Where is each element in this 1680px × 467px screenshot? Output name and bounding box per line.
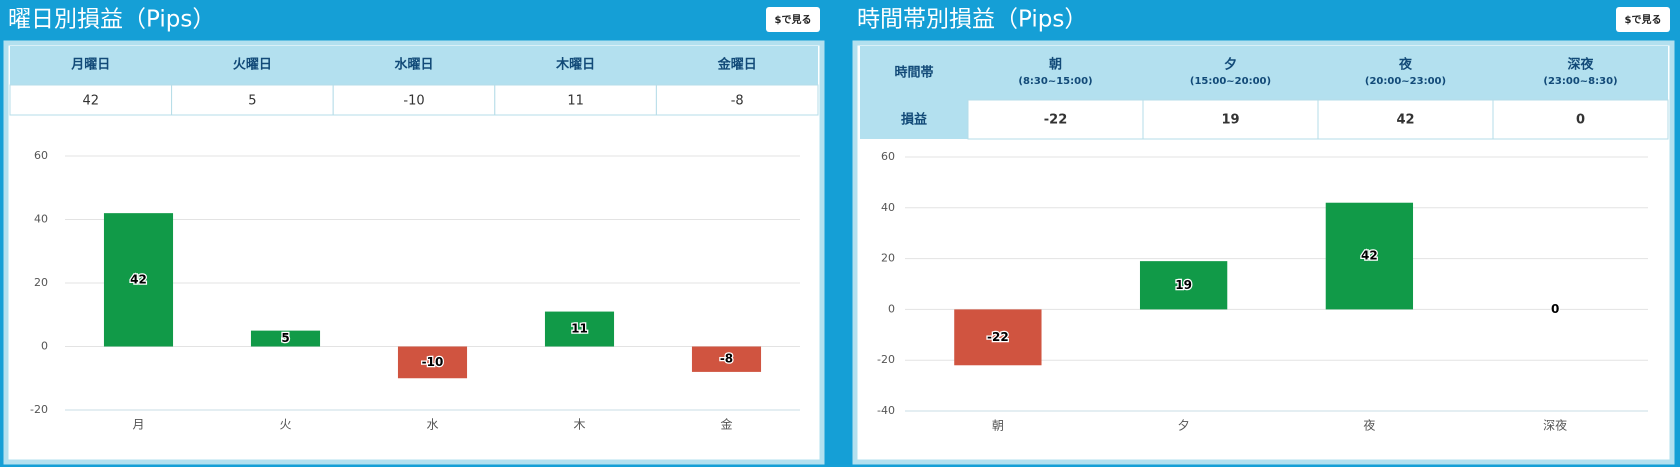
bar — [1139, 261, 1228, 310]
bar — [397, 346, 468, 379]
cell-value: 0 — [1576, 113, 1585, 128]
table-cell — [967, 99, 1144, 140]
data-label: 11 — [571, 322, 588, 336]
y-tick-label: -40 — [877, 404, 895, 417]
cell-value: 11 — [567, 94, 584, 109]
cell-value: 42 — [1396, 113, 1414, 128]
column-header: 夜 — [1398, 57, 1413, 73]
x-tick-label: 月 — [132, 418, 144, 432]
column-subheader: (20:00~23:00) — [1365, 76, 1446, 87]
column-header: 水曜日 — [394, 57, 433, 73]
x-tick-label: 金 — [720, 417, 732, 432]
data-label: 0 — [1551, 302, 1559, 316]
data-label: -10 — [422, 355, 444, 369]
cell-value: 42 — [83, 94, 100, 109]
y-tick-label: 60 — [881, 150, 895, 163]
button-label[interactable]: $で見る — [775, 14, 812, 26]
corner-header: 時間帯 — [894, 65, 933, 81]
column-header: 朝 — [1049, 57, 1062, 73]
data-label: 42 — [1361, 249, 1378, 263]
x-tick-label: 木 — [573, 418, 585, 432]
panel-title: 曜日別損益（Pips） — [8, 7, 215, 33]
bar — [544, 311, 615, 347]
column-header: 木曜日 — [555, 57, 595, 73]
data-label: 19 — [1175, 278, 1192, 292]
table-cell — [1317, 99, 1494, 140]
x-tick-label: 火 — [279, 418, 291, 432]
table-cell — [655, 84, 819, 116]
bar — [103, 213, 174, 347]
table-header — [860, 46, 1668, 100]
row-header — [860, 100, 968, 139]
bar — [691, 346, 762, 372]
data-label: 42 — [130, 272, 147, 286]
cell-value: 5 — [248, 94, 256, 109]
column-header: 夕 — [1224, 57, 1237, 73]
table-cell — [9, 84, 173, 116]
panel-title: 時間帯別損益（Pips） — [857, 7, 1087, 33]
y-tick-label: 0 — [888, 302, 895, 315]
cell-value: 19 — [1221, 113, 1239, 128]
data-label: 5 — [281, 331, 289, 345]
column-header: 月曜日 — [70, 58, 110, 73]
y-tick-label: 0 — [41, 340, 48, 353]
y-tick-label: 20 — [881, 252, 895, 265]
data-label: -8 — [720, 352, 733, 366]
table-cell — [332, 84, 496, 116]
cell-value: -22 — [1044, 113, 1068, 128]
button[interactable] — [1616, 7, 1670, 32]
table-header — [10, 46, 818, 85]
table-cell — [1492, 99, 1669, 140]
x-tick-label: 夕 — [1178, 419, 1190, 433]
button-label[interactable]: $で見る — [1625, 14, 1662, 26]
column-subheader: (15:00~20:00) — [1190, 76, 1271, 87]
data-label: -22 — [987, 330, 1009, 344]
y-tick-label: 60 — [34, 149, 48, 162]
y-tick-label: 20 — [34, 276, 48, 289]
x-tick-label: 夜 — [1363, 418, 1375, 433]
table-cell — [494, 84, 657, 116]
y-tick-label: -20 — [877, 353, 895, 366]
y-tick-label: -20 — [30, 403, 48, 416]
bar — [954, 309, 1042, 366]
column-header: 金曜日 — [717, 57, 757, 73]
x-tick-label: 深夜 — [1543, 418, 1567, 433]
button[interactable] — [766, 7, 820, 32]
bar — [1325, 202, 1414, 310]
column-header: 深夜 — [1567, 57, 1594, 73]
column-subheader: (23:00~8:30) — [1543, 76, 1617, 87]
y-tick-label: 40 — [34, 213, 48, 226]
bar — [250, 330, 321, 347]
column-subheader: (8:30~15:00) — [1018, 76, 1092, 87]
y-tick-label: 40 — [881, 201, 895, 214]
cell-value: -8 — [731, 94, 744, 109]
x-tick-label: 水 — [426, 418, 438, 432]
column-header: 火曜日 — [233, 58, 272, 73]
x-tick-label: 朝 — [992, 419, 1004, 433]
row-label: 損益 — [901, 112, 927, 128]
cell-value: -10 — [403, 94, 424, 109]
